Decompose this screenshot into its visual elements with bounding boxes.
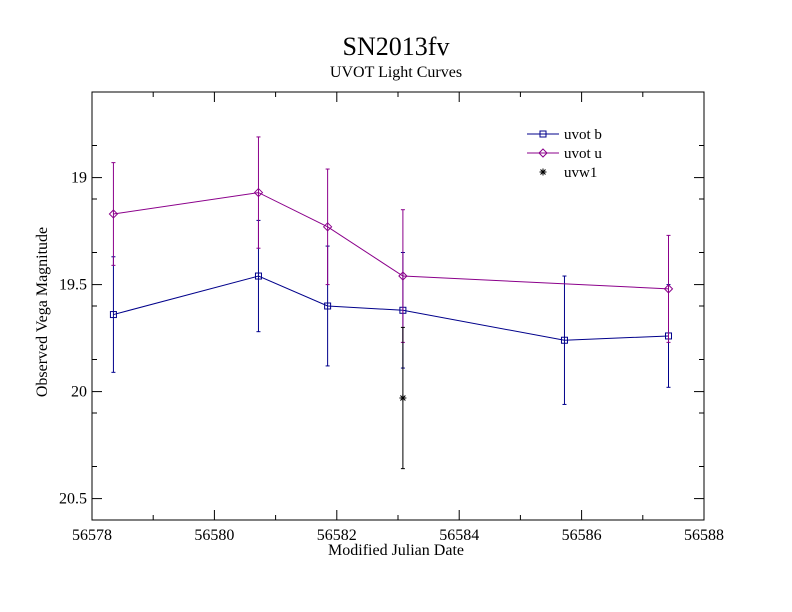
legend-marker: [539, 130, 547, 138]
legend-label: uvw1: [564, 165, 597, 181]
data-point: [324, 302, 332, 310]
data-point: [398, 271, 408, 281]
chart-title: SN2013fv: [342, 32, 450, 61]
y-tick-label: 19.5: [59, 277, 87, 294]
y-tick-label: 20.5: [59, 491, 87, 508]
x-tick-label: 56586: [562, 527, 602, 544]
data-point: [108, 209, 119, 219]
legend: uvot b uvot u uvw1: [527, 127, 602, 181]
x-tick-label: 56578: [72, 527, 112, 544]
x-tick-label: 56582: [317, 527, 357, 544]
data-point: [322, 222, 333, 232]
x-tick-label: 56584: [439, 527, 479, 544]
data-point: [560, 336, 568, 344]
data-point: [399, 394, 407, 402]
axes-layer: 56578 56580 56582 56584 56586 56588 19 19.5 20 20…: [59, 92, 724, 544]
legend-label: uvot u: [564, 146, 602, 162]
x-axis-label: Modified Julian Date: [328, 542, 464, 559]
data-point: [109, 311, 117, 319]
data-point: [663, 284, 674, 294]
series-layer: [108, 136, 674, 470]
series-line: [113, 275, 669, 341]
series-line: [113, 192, 669, 290]
series-uvw1: [399, 326, 407, 470]
data-point: [254, 272, 262, 280]
y-tick-label: 20: [71, 384, 87, 401]
x-tick-label: 56580: [194, 527, 234, 544]
series-uvot-u: [108, 136, 674, 343]
plot-frame: [91, 91, 705, 521]
legend-marker: [538, 148, 548, 158]
y-tick-label: 19: [71, 170, 87, 187]
x-tick-label: 56588: [684, 527, 724, 544]
legend-label: uvot b: [564, 127, 602, 143]
chart-subtitle: UVOT Light Curves: [329, 64, 463, 81]
series-uvot-b: [109, 219, 673, 405]
data-point: [253, 187, 264, 198]
legend-marker: [539, 168, 547, 176]
